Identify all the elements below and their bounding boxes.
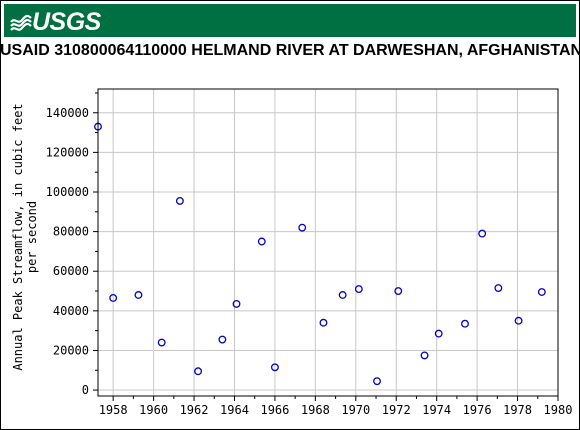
x-tick-label: 1978 [503, 403, 532, 417]
y-tick-label: 100000 [46, 185, 89, 199]
data-point [270, 363, 279, 372]
x-tick-label: 1964 [220, 403, 249, 417]
data-point [175, 196, 184, 205]
data-point [537, 288, 546, 296]
data-point [109, 294, 118, 302]
x-tick-label: 1980 [544, 403, 573, 417]
y-tick-label: 120000 [46, 145, 89, 159]
data-point [298, 223, 307, 232]
y-tick-label: 140000 [46, 106, 89, 120]
data-point [373, 377, 381, 386]
x-tick-label: 1968 [301, 403, 330, 417]
usgs-logo-text: USGS [32, 8, 101, 36]
y-tick-label: 40000 [53, 304, 89, 318]
data-point [218, 335, 227, 344]
x-tick-label: 1960 [139, 403, 168, 417]
plot-area [97, 88, 559, 397]
data-point [420, 351, 429, 360]
usgs-logo[interactable]: USGS [10, 8, 101, 36]
data-point [194, 367, 203, 376]
data-point [434, 329, 443, 338]
y-tick-label: 20000 [53, 343, 89, 357]
data-point [319, 318, 328, 327]
data-point [478, 229, 487, 238]
data-points [94, 122, 546, 386]
x-tick-label: 1974 [422, 403, 451, 417]
x-tick-label: 1958 [99, 403, 128, 417]
data-point [232, 299, 241, 308]
usgs-banner: USGS [4, 4, 576, 37]
y-tick-label: 60000 [53, 264, 89, 278]
data-point [514, 316, 523, 325]
usgs-wave-icon [10, 14, 32, 31]
x-tick-label: 1966 [260, 403, 289, 417]
x-tick-label: 1972 [382, 403, 411, 417]
data-point [494, 284, 503, 293]
y-tick-label: 80000 [53, 225, 89, 239]
data-point [338, 291, 347, 299]
data-point [134, 291, 143, 299]
x-tick-label: 1976 [463, 403, 492, 417]
y-tick-label: 0 [82, 383, 89, 397]
data-point [394, 287, 403, 295]
chart-title: USAID 310800064110000 HELMAND RIVER AT D… [0, 42, 580, 59]
data-point [257, 237, 266, 246]
data-point [461, 319, 469, 328]
x-tick-label: 1962 [180, 403, 209, 417]
plot-border [97, 88, 559, 397]
data-point [354, 285, 363, 293]
x-tick-label: 1970 [341, 403, 370, 417]
axis-ticks: 1958 1960 1962 1964 1966 1968 1970 1972 1974 1976… [46, 92, 573, 417]
data-point [157, 338, 166, 347]
